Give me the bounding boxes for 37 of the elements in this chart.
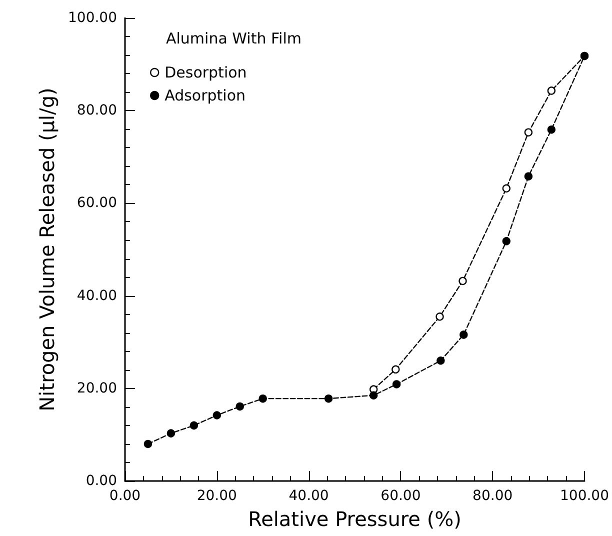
y-tick-label: 60.00 [76, 195, 117, 212]
point [436, 356, 445, 365]
x-tick-label: 80.00 [472, 488, 513, 504]
point [436, 312, 444, 321]
point [258, 394, 267, 403]
y-axis-title: Nitrogen Volume Released (μl/g) [35, 88, 60, 412]
point [460, 330, 468, 339]
point [547, 86, 556, 95]
x-tick-label: 100.00 [560, 488, 610, 504]
legend-label: Adsorption [164, 86, 246, 104]
point [324, 394, 333, 403]
y-tick-label: 100.00 [68, 10, 117, 26]
point [236, 402, 244, 411]
x-tick-label: 40.00 [288, 488, 329, 504]
point [144, 440, 152, 448]
point [370, 391, 378, 400]
y-tick-label: 0.00 [86, 473, 117, 489]
point [458, 276, 467, 286]
x-tick-label: 20.00 [196, 488, 237, 504]
point [190, 421, 198, 430]
point [547, 125, 556, 134]
point [502, 184, 510, 192]
x-axis-title: Relative Pressure (%) [248, 507, 462, 531]
legend-label: Desorption [164, 64, 247, 82]
point [502, 237, 510, 246]
y-tick-label: 80.00 [76, 102, 117, 119]
point [524, 128, 533, 136]
point [392, 380, 401, 388]
legend-title: Alumina With Film [166, 30, 302, 48]
x-tick-label: 60.00 [380, 488, 421, 504]
y-tick-label: 40.00 [76, 288, 117, 304]
point [166, 429, 176, 438]
y-tick-label: 20.00 [76, 380, 117, 396]
point [212, 411, 221, 420]
point [524, 172, 533, 180]
point [392, 365, 400, 374]
x-tick-label: 0.00 [109, 488, 141, 504]
